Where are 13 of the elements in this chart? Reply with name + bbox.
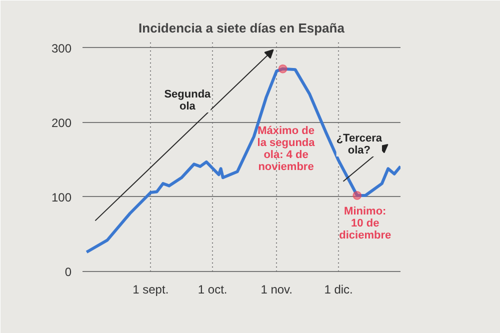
annotation: Segunda ola <box>164 88 212 113</box>
y-tick-label: 200 <box>51 116 72 130</box>
x-tick-label: 1 oct. <box>198 282 228 296</box>
x-tick-label: 1 dic. <box>324 282 353 296</box>
y-tick-label: 300 <box>51 41 72 56</box>
chart-title: Incidencia a siete días en España <box>138 20 346 36</box>
x-tick-label: 1 nov. <box>260 282 293 296</box>
annotation: Minimo: 10 de diciembre <box>339 205 392 242</box>
y-tick-label: 100 <box>51 190 72 204</box>
y-tick-label: 0 <box>64 265 72 279</box>
x-tick-label: 1 sept. <box>132 282 169 296</box>
annotation: Máximo de la segunda ola: 4 de noviembre <box>257 125 316 174</box>
annotation: ¿Tercera ola? <box>336 132 383 156</box>
